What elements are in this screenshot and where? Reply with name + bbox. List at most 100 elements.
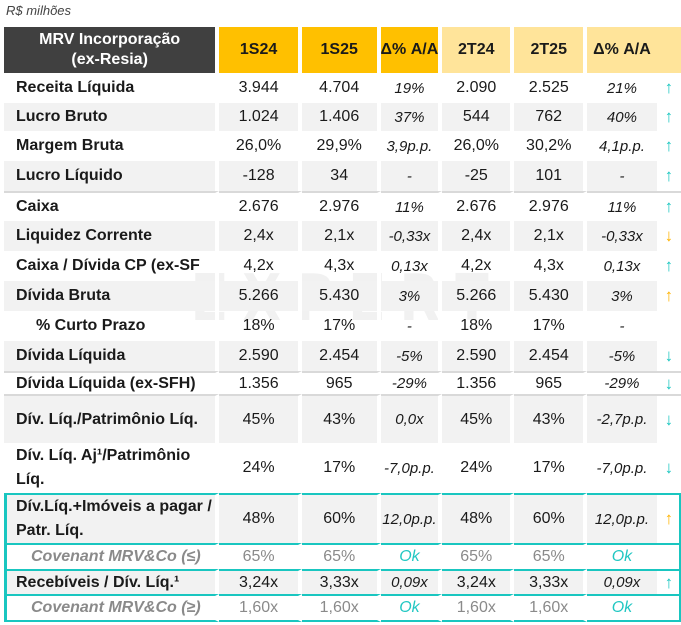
row-label: % Curto Prazo <box>4 311 220 341</box>
cell-delta-semester: 3% <box>380 281 443 311</box>
cell-delta-quarter: -7,0p.p. <box>596 459 648 477</box>
cell-2t24: 4,2x <box>442 251 515 281</box>
table-row-caixa: Caixa 2.676 2.976 11% 2.676 2.976 11% ↑ <box>4 191 681 221</box>
arrow-down-icon: ↓ <box>656 371 681 394</box>
header-1s24: 1S24 <box>219 27 302 73</box>
cell-1s24: 24% <box>219 443 302 493</box>
arrow-up-icon: ↑ <box>656 569 681 594</box>
cell-2t25: 2.525 <box>514 73 588 103</box>
row-label: Lucro Bruto <box>4 103 220 131</box>
cell-1s24: 1,60x <box>219 594 302 622</box>
cell-delta-semester: Ok <box>380 543 443 569</box>
arrow-up-icon: ↑ <box>664 256 674 275</box>
cell-2t25: 60% <box>514 493 588 543</box>
cell-delta-quarter: 21% <box>606 79 637 97</box>
cell-delta-semester: 3,9p.p. <box>381 131 443 161</box>
cell-2t25: 762 <box>514 103 588 131</box>
cell-2t25: 30,2% <box>514 131 588 161</box>
cell-delta-semester: 11% <box>380 191 443 221</box>
arrow-cell-empty <box>657 311 681 341</box>
cell-1s24: 2,4x <box>219 221 302 251</box>
table-row-lucro-liquido: Lucro Líquido -128 34- -25 101- ↑ <box>4 161 681 191</box>
cell-delta-quarter: 0,09x <box>587 569 657 594</box>
cell-1s25: 65% <box>301 543 381 569</box>
arrow-down-icon: ↓ <box>656 221 681 251</box>
cell-1s24: 2.590 <box>219 341 302 371</box>
arrow-down-icon: ↓ <box>664 458 674 477</box>
arrow-up-icon: ↑ <box>656 103 681 131</box>
cell-2t25: 2.454 <box>514 341 588 371</box>
cell-2t25: 101 <box>514 161 588 191</box>
cell-1s25: 965 <box>301 371 381 394</box>
cell-2t25: 65% <box>514 543 588 569</box>
arrow-up-icon: ↑ <box>656 191 681 221</box>
row-label: Lucro Líquido <box>4 161 220 191</box>
cell-2t24: 65% <box>442 543 515 569</box>
row-label: Covenant MRV&Co (≥) <box>4 594 220 622</box>
cell-delta-semester: - <box>381 311 443 341</box>
row-label: Covenant MRV&Co (≤) <box>4 543 220 569</box>
table-row-caixa-divida-cp: Caixa / Dívida CP (ex-SF 4,2x 4,3x 0,13x 4,2… <box>4 251 681 281</box>
cell-1s24: -128 <box>219 161 302 191</box>
cell-2t24: 2.676 <box>442 191 515 221</box>
cell-1s24: 48% <box>219 493 302 543</box>
header-delta-quarter: Δ% A/A <box>587 27 657 73</box>
cell-2t25: 17% <box>514 311 588 341</box>
cell-delta-semester: 0,09x <box>380 569 443 594</box>
cell-1s25: 1.406 <box>301 103 381 131</box>
cell-2t25: 4,3x <box>514 251 588 281</box>
cell-1s24: 1.356 <box>219 371 302 394</box>
row-label: Liquidez Corrente <box>4 221 220 251</box>
cell-1s25: 17% <box>302 311 381 341</box>
header-1s25: 1S25 <box>301 27 381 73</box>
cell-1s24: 26,0% <box>219 131 302 161</box>
cell-delta-semester: 19% <box>381 73 443 103</box>
arrow-down-icon: ↓ <box>656 341 681 371</box>
cell-2t24: 1,60x <box>442 594 515 622</box>
cell-delta-quarter: 11% <box>587 191 657 221</box>
cell-delta-semester: 12,0p.p. <box>380 493 443 543</box>
cell-1s25: 1,60x <box>301 594 381 622</box>
cell-delta-semester: -29% <box>380 371 443 394</box>
header-label: MRV Incorporação (ex-Resia) <box>4 27 220 73</box>
table-row-recebiveis-div-liq: Recebíveis / Dív. Líq.¹ 3,24x 3,33x 0,09x 3,… <box>4 569 681 594</box>
row-label: Dív. Líq. Aj¹/Patrimônio Líq. <box>4 443 220 493</box>
cell-delta-quarter: 4,1p.p. <box>599 137 645 155</box>
table-row-margem-bruta: Margem Bruta 26,0% 29,9% 3,9p.p. 26,0% 30,2% 4… <box>4 131 681 161</box>
cell-1s25: 60% <box>301 493 381 543</box>
cell-delta-semester: 0,0x <box>380 394 443 443</box>
cell-2t24: 1.356 <box>442 371 515 394</box>
cell-2t25: 17% <box>514 443 588 493</box>
header-delta-semester: Δ% A/A <box>380 27 443 73</box>
row-label: Caixa / Dívida CP (ex-SF <box>4 251 220 281</box>
table-row-div-liq-aj-pl: Dív. Líq. Aj¹/Patrimônio Líq. 24% 17% -7,0p… <box>4 443 681 493</box>
header-row: MRV Incorporação (ex-Resia) 1S24 1S25 Δ%… <box>4 27 681 73</box>
cell-2t24: 3,24x <box>442 569 515 594</box>
row-label: Dívida Líquida (ex-SFH) <box>4 371 220 394</box>
cell-1s24: 5.266 <box>219 281 302 311</box>
cell-delta-quarter: 0,13x <box>603 257 641 275</box>
cell-1s24: 1.024 <box>219 103 302 131</box>
row-label: Dív. Líq./Patrimônio Líq. <box>4 394 220 443</box>
arrow-up-icon: ↑ <box>664 136 674 155</box>
cell-1s24: 65% <box>219 543 302 569</box>
table-row-receita-liquida: Receita Líquida 3.944 4.704 19% 2.090 2.525 21… <box>4 73 681 103</box>
table-row-divida-bruta: Dívida Bruta 5.266 5.430 3% 5.266 5.430 3% ↑ <box>4 281 681 311</box>
unit-label: R$ milhões <box>6 3 72 18</box>
cell-2t25: 5.430 <box>514 281 588 311</box>
cell-1s25: 4,3x <box>302 251 381 281</box>
cell-delta-semester: -7,0p.p. <box>381 443 443 493</box>
arrow-cell-empty <box>656 594 681 622</box>
row-label: Dívida Líquida <box>4 341 220 371</box>
row-label: Dív.Líq.+Imóveis a pagar / Patr. Líq. <box>4 493 220 543</box>
cell-2t24: 45% <box>442 394 515 443</box>
cell-delta-quarter: -5% <box>587 341 657 371</box>
cell-delta-quarter: -2,7p.p. <box>587 394 657 443</box>
cell-delta-semester: 0,13x <box>381 251 443 281</box>
cell-1s25: 2.454 <box>301 341 381 371</box>
row-label: Caixa <box>4 191 220 221</box>
cell-2t25: 2.976 <box>514 191 588 221</box>
cell-1s24: 4,2x <box>219 251 302 281</box>
cell-2t24: 26,0% <box>442 131 515 161</box>
header-arrow-col <box>656 27 681 73</box>
